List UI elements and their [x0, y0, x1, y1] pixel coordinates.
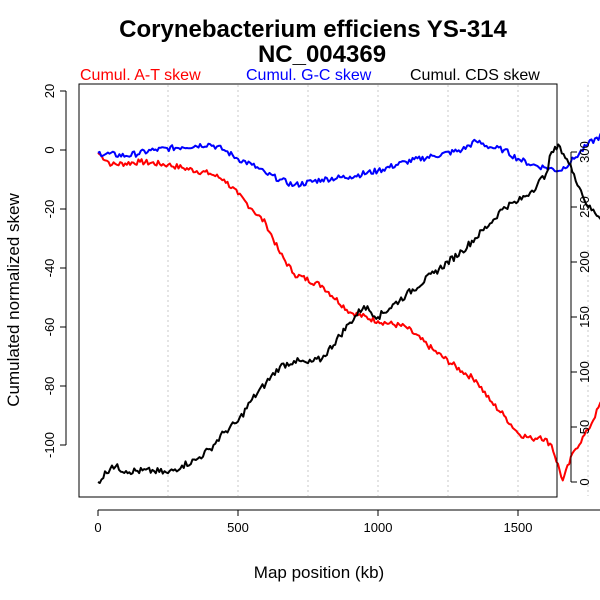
y-tick-label: 0	[42, 146, 57, 153]
chart-subtitle: NC_004369	[258, 41, 386, 68]
series-line-cumul-g-c-skew	[97, 133, 600, 188]
y-tick-label: -20	[42, 200, 57, 219]
y-tick-label: -40	[42, 259, 57, 278]
y-tick-label: -100	[42, 432, 57, 458]
y2-tick-label: 300	[577, 141, 592, 163]
vertical-gridlines	[167, 85, 589, 496]
x-tick-label: 1000	[364, 520, 393, 535]
y-tick-label: -60	[42, 318, 57, 337]
y2-tick-label: 150	[577, 306, 592, 328]
y2-tick-label: 0	[577, 478, 592, 485]
series-line-cumul-cds-skew	[97, 143, 600, 484]
legend-gc-skew: Cumul. G-C skew	[246, 67, 372, 84]
y-axis-label: Cumulated normalized skew	[4, 193, 23, 407]
y2-tick-label: 100	[577, 361, 592, 383]
x-tick-label: 500	[227, 520, 249, 535]
x-tick-label: 1500	[504, 520, 533, 535]
y-tick-label: -80	[42, 377, 57, 396]
y2-tick-label: 50	[577, 420, 592, 434]
y2-tick-label: 200	[577, 251, 592, 273]
legend-at-skew: Cumul. A-T skew	[80, 67, 201, 84]
y2-tick-label: 250	[577, 196, 592, 218]
x-axis-label: Map position (kb)	[254, 563, 384, 582]
axes-layer: 050010001500200025003000200-20-40-60-80-…	[42, 83, 600, 535]
series-layer	[97, 133, 600, 484]
series-line-cumul-a-t-skew	[97, 152, 600, 482]
y-tick-label: 20	[42, 84, 57, 98]
chart-title: Corynebacterium efficiens YS-314	[119, 16, 507, 43]
legend-cds-skew: Cumul. CDS skew	[410, 67, 540, 84]
plot-frame	[78, 83, 558, 498]
x-tick-label: 0	[94, 520, 101, 535]
